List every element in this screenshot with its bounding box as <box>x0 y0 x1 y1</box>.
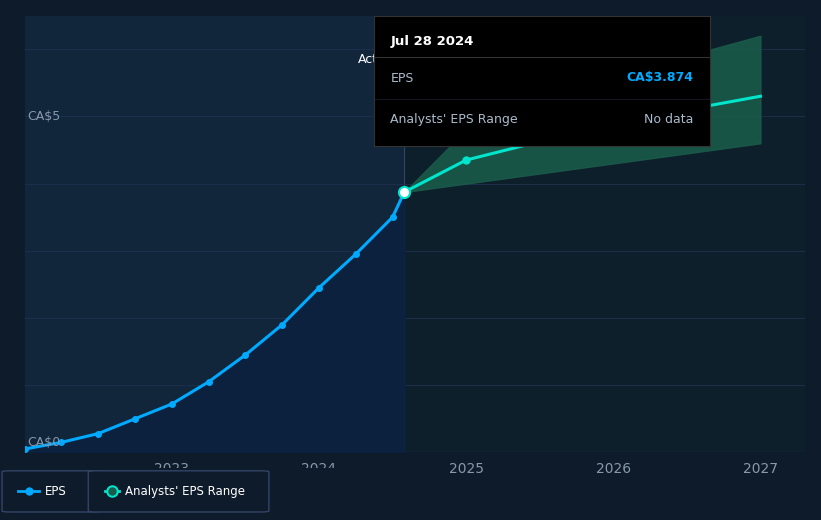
FancyBboxPatch shape <box>2 471 101 512</box>
Text: Jul 28 2024: Jul 28 2024 <box>391 35 474 48</box>
Text: Actual: Actual <box>358 53 397 66</box>
Text: EPS: EPS <box>45 485 67 498</box>
Bar <box>404 16 805 452</box>
FancyBboxPatch shape <box>89 471 269 512</box>
Bar <box>25 16 404 452</box>
Text: Analysts' EPS Range: Analysts' EPS Range <box>391 113 518 126</box>
Text: CA$3.874: CA$3.874 <box>626 71 693 84</box>
Text: EPS: EPS <box>391 71 414 84</box>
Text: Analysts' EPS Range: Analysts' EPS Range <box>125 485 245 498</box>
Text: CA$0: CA$0 <box>28 436 61 449</box>
Text: No data: No data <box>644 113 693 126</box>
Text: Analysts Forecasts: Analysts Forecasts <box>411 53 528 66</box>
Text: CA$5: CA$5 <box>28 110 61 123</box>
